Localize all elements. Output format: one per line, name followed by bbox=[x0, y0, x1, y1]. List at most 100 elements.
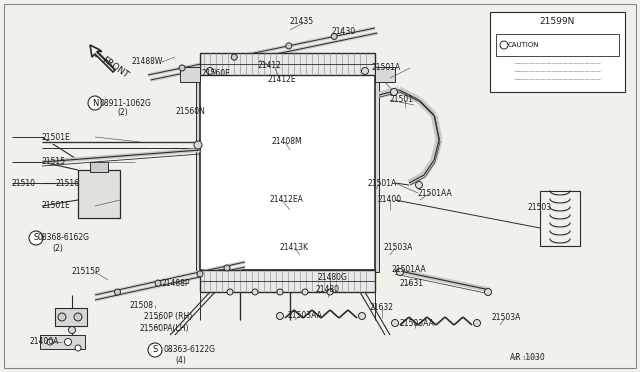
Bar bbox=[200, 270, 375, 292]
Circle shape bbox=[362, 67, 369, 74]
Circle shape bbox=[29, 231, 43, 245]
Text: 21599N: 21599N bbox=[540, 17, 575, 26]
Text: 21515: 21515 bbox=[42, 157, 66, 167]
Circle shape bbox=[276, 312, 284, 320]
Text: 21501E: 21501E bbox=[42, 202, 71, 211]
Circle shape bbox=[68, 327, 76, 334]
Text: 08911-1062G: 08911-1062G bbox=[100, 99, 152, 108]
Bar bbox=[40, 335, 85, 349]
Text: 21560E: 21560E bbox=[202, 68, 231, 77]
Bar bbox=[371, 73, 379, 272]
Text: 21503A: 21503A bbox=[492, 314, 522, 323]
Bar bbox=[375, 67, 395, 82]
Text: 21501AA: 21501AA bbox=[392, 266, 427, 275]
Bar bbox=[496, 34, 619, 56]
Circle shape bbox=[415, 182, 422, 189]
Bar bbox=[55, 308, 87, 326]
Text: 21515P: 21515P bbox=[72, 267, 100, 276]
Bar bbox=[200, 53, 375, 75]
Text: AR  1030: AR 1030 bbox=[510, 353, 545, 362]
Text: 21508: 21508 bbox=[130, 301, 154, 310]
Text: S: S bbox=[152, 346, 157, 355]
Text: 21560P (RH): 21560P (RH) bbox=[144, 312, 192, 321]
Text: N: N bbox=[92, 99, 98, 108]
Circle shape bbox=[197, 271, 203, 277]
Text: 21480: 21480 bbox=[315, 285, 339, 295]
Text: 08363-6122G: 08363-6122G bbox=[163, 346, 215, 355]
Circle shape bbox=[285, 43, 292, 49]
Text: 21412: 21412 bbox=[258, 61, 282, 71]
Text: 21413K: 21413K bbox=[280, 244, 309, 253]
Circle shape bbox=[65, 339, 72, 346]
Circle shape bbox=[88, 96, 102, 110]
Circle shape bbox=[155, 280, 161, 286]
Text: 21632: 21632 bbox=[370, 304, 394, 312]
Text: 21430: 21430 bbox=[332, 28, 356, 36]
Circle shape bbox=[474, 320, 481, 327]
Text: (2): (2) bbox=[117, 108, 128, 116]
Text: 21501: 21501 bbox=[390, 96, 414, 105]
Text: ————————————————: ———————————————— bbox=[513, 77, 602, 83]
Bar bbox=[90, 162, 108, 172]
Circle shape bbox=[194, 141, 202, 149]
Polygon shape bbox=[90, 45, 115, 72]
Circle shape bbox=[179, 65, 185, 71]
Text: 21488P: 21488P bbox=[162, 279, 191, 288]
Circle shape bbox=[231, 54, 237, 60]
Text: 21480G: 21480G bbox=[318, 273, 348, 282]
Bar bbox=[180, 67, 200, 82]
Text: FRONT: FRONT bbox=[100, 55, 130, 80]
Text: 21412EA: 21412EA bbox=[270, 196, 304, 205]
Text: 21501E: 21501E bbox=[42, 132, 71, 141]
Circle shape bbox=[224, 265, 230, 271]
Text: (2): (2) bbox=[52, 244, 63, 253]
Text: ————————————————: ———————————————— bbox=[513, 61, 602, 67]
Circle shape bbox=[302, 289, 308, 295]
Text: 21516: 21516 bbox=[55, 179, 79, 187]
Text: 21501AA: 21501AA bbox=[418, 189, 452, 198]
Circle shape bbox=[484, 289, 492, 295]
Text: 21488W: 21488W bbox=[132, 58, 163, 67]
Text: CAUTION: CAUTION bbox=[508, 42, 540, 48]
Text: 21501A: 21501A bbox=[368, 179, 397, 187]
Bar bbox=[540, 191, 580, 246]
Text: 21631: 21631 bbox=[400, 279, 424, 288]
Bar bbox=[78, 170, 120, 218]
Text: 21560N: 21560N bbox=[176, 108, 206, 116]
Text: (4): (4) bbox=[175, 356, 186, 365]
Circle shape bbox=[58, 313, 66, 321]
Circle shape bbox=[392, 320, 399, 327]
Text: S: S bbox=[33, 234, 38, 243]
Circle shape bbox=[227, 289, 233, 295]
Circle shape bbox=[148, 343, 162, 357]
Circle shape bbox=[47, 339, 53, 345]
Circle shape bbox=[252, 289, 258, 295]
Circle shape bbox=[74, 313, 82, 321]
Circle shape bbox=[390, 89, 397, 96]
Circle shape bbox=[75, 345, 81, 351]
Circle shape bbox=[277, 289, 283, 295]
Circle shape bbox=[327, 289, 333, 295]
Text: 21560PA(LH): 21560PA(LH) bbox=[140, 324, 189, 333]
Text: 21435: 21435 bbox=[290, 17, 314, 26]
Text: 21503AA: 21503AA bbox=[287, 311, 322, 320]
Circle shape bbox=[358, 312, 365, 320]
Circle shape bbox=[207, 67, 214, 74]
Text: 21503: 21503 bbox=[528, 203, 552, 212]
Text: 08368-6162G: 08368-6162G bbox=[38, 234, 90, 243]
Circle shape bbox=[331, 33, 337, 39]
Text: 21412E: 21412E bbox=[268, 76, 296, 84]
Text: AR  1030: AR 1030 bbox=[510, 356, 538, 360]
Text: 21510: 21510 bbox=[12, 179, 36, 187]
Bar bbox=[490, 12, 625, 92]
Text: 21408M: 21408M bbox=[272, 138, 303, 147]
Circle shape bbox=[115, 289, 120, 295]
Text: 21503A: 21503A bbox=[383, 244, 412, 253]
Bar bbox=[200, 75, 375, 270]
Bar bbox=[196, 73, 204, 272]
Circle shape bbox=[500, 41, 508, 49]
Text: 21503AA: 21503AA bbox=[400, 318, 435, 327]
Circle shape bbox=[397, 269, 403, 276]
Text: 21400: 21400 bbox=[378, 196, 402, 205]
Text: 21400A: 21400A bbox=[30, 337, 60, 346]
